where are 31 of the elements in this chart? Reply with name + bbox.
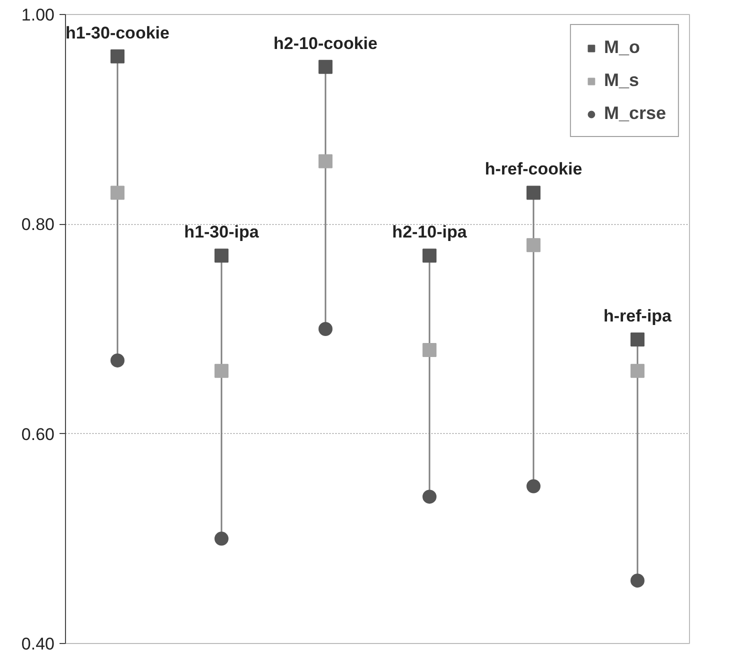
legend-label: M_o <box>604 37 640 58</box>
x-tick-label: h2-10-ipa <box>392 222 468 242</box>
point <box>214 364 228 378</box>
x-tick-label: h1-30-ipa <box>184 222 260 242</box>
point <box>318 322 332 336</box>
point <box>630 364 644 378</box>
y-tick-label: 0.80 <box>21 215 55 234</box>
point <box>110 186 124 200</box>
point <box>422 342 436 357</box>
point <box>526 479 540 494</box>
x-tick-label: h-ref-ipa <box>604 306 672 326</box>
point <box>110 49 124 64</box>
point <box>422 490 436 504</box>
point <box>422 248 436 263</box>
point <box>526 238 540 252</box>
point <box>318 60 332 74</box>
legend-label: M_crse <box>604 103 666 124</box>
point <box>526 186 540 200</box>
point <box>630 574 644 588</box>
point <box>630 332 644 346</box>
y-tick-label: 0.60 <box>21 424 55 444</box>
point <box>214 248 228 263</box>
x-tick-label: h2-10-cookie <box>274 34 378 53</box>
point <box>110 353 124 368</box>
y-tick-label: 1.00 <box>21 6 55 24</box>
x-tick-label: h-ref-cookie <box>484 160 582 179</box>
y-tick-label: 0.40 <box>21 634 55 654</box>
x-tick-label: h1-30-cookie <box>66 23 170 42</box>
point <box>318 154 332 168</box>
point <box>214 532 228 546</box>
legend-label: M_s <box>604 70 639 91</box>
